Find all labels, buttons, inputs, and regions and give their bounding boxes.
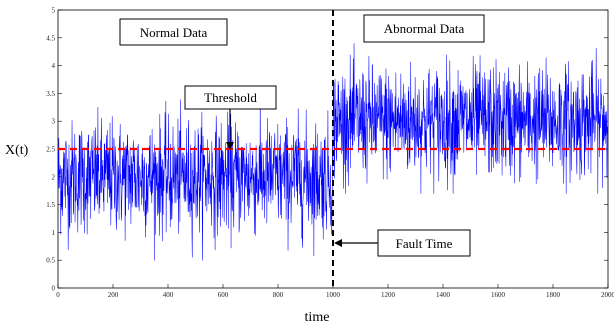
fault-time-text: Fault Time <box>396 236 453 251</box>
x-tick-label: 1400 <box>436 291 451 299</box>
x-tick-label: 1600 <box>491 291 506 299</box>
fault-time-arrowhead <box>334 239 342 247</box>
y-tick-label: 4 <box>52 62 56 70</box>
y-tick-label: 0.5 <box>46 257 55 265</box>
threshold-arrowhead <box>226 142 234 150</box>
x-tick-label: 200 <box>108 291 119 299</box>
y-tick-label: 5 <box>52 7 56 15</box>
x-axis: 0 200 400 600 800 1000 1200 1400 1600 1800 2000 <box>56 284 614 299</box>
fault-time-label: Fault Time <box>334 229 471 257</box>
x-tick-label: 2000 <box>601 291 614 299</box>
x-tick-label: 0 <box>56 291 60 299</box>
threshold-label: Threshold <box>184 85 277 150</box>
normal-data-label: Normal Data <box>119 18 228 46</box>
y-tick-label: 4.5 <box>46 34 55 42</box>
y-tick-label: 2 <box>52 173 56 181</box>
x-tick-label: 400 <box>163 291 174 299</box>
y-tick-label: 1 <box>52 229 56 237</box>
y-tick-label: 3.5 <box>46 90 55 98</box>
x-tick-label: 800 <box>273 291 284 299</box>
x-tick-label: 600 <box>218 291 229 299</box>
y-tick-label: 2.5 <box>46 146 55 154</box>
x-tick-label: 1000 <box>326 291 341 299</box>
y-tick-label: 1.5 <box>46 201 55 209</box>
y-tick-label: 3 <box>52 118 56 126</box>
abnormal-data-text: Abnormal Data <box>384 21 465 36</box>
x-tick-label: 1200 <box>381 291 396 299</box>
abnormal-data-label: Abnormal Data <box>363 14 485 43</box>
y-axis-title: X(t) <box>5 143 29 158</box>
y-tick-label: 0 <box>52 285 56 293</box>
x-axis-title: time <box>305 310 330 325</box>
y-axis: 0 0.5 1 1.5 2 2.5 3 3.5 4 4.5 5 <box>46 7 608 293</box>
x-tick-label: 1800 <box>546 291 561 299</box>
threshold-text: Threshold <box>204 90 257 105</box>
normal-data-text: Normal Data <box>140 25 208 40</box>
